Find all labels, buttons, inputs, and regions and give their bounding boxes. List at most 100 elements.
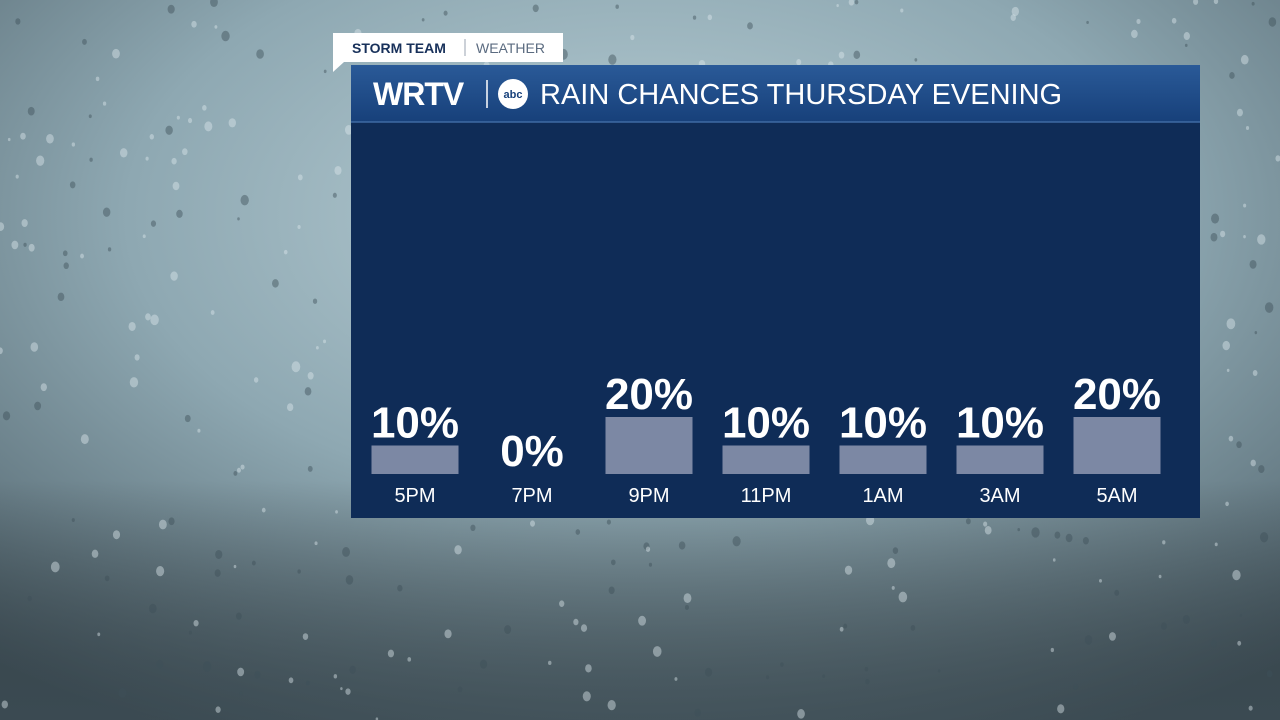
- rain-drop: [887, 558, 896, 569]
- rain-drop: [307, 372, 314, 380]
- rain-drop: [118, 687, 127, 698]
- rain-drop: [304, 387, 312, 396]
- rain-drop: [119, 148, 128, 158]
- rain-drop: [307, 465, 313, 472]
- rain-drop: [215, 549, 223, 559]
- value-label: 20%: [1073, 370, 1161, 419]
- rain-drop: [134, 354, 140, 361]
- rain-drop: [27, 595, 32, 602]
- rain-drop: [142, 234, 146, 239]
- tag-pointer: [333, 62, 344, 72]
- rain-drop: [30, 342, 39, 352]
- rain-drop: [15, 174, 19, 179]
- rain-drop: [1, 700, 8, 709]
- rain-drop: [221, 30, 230, 42]
- rain-drop: [112, 48, 120, 59]
- rain-drop: [1226, 318, 1236, 330]
- rain-drop: [315, 345, 319, 350]
- rain-drop: [1193, 0, 1199, 5]
- rain-drop: [1054, 531, 1061, 539]
- rain-drop: [345, 688, 351, 695]
- station-logo: WRTV: [373, 76, 465, 112]
- rain-drop: [470, 524, 476, 532]
- rain-drop: [648, 562, 653, 567]
- rain-drop: [1136, 18, 1141, 25]
- rain-drop: [107, 247, 112, 252]
- rain-drop: [839, 626, 844, 632]
- rain-drop: [1232, 569, 1241, 581]
- rain-drop: [165, 125, 173, 135]
- rain-drop: [479, 659, 488, 669]
- rain-drop: [683, 593, 692, 603]
- rain-drop: [797, 709, 805, 719]
- rain-drop: [150, 314, 159, 326]
- rain-drop: [984, 525, 992, 535]
- rain-drop: [1131, 29, 1138, 39]
- rain-drop: [1162, 540, 1166, 545]
- rain-drop: [233, 564, 237, 569]
- rain-drop: [937, 669, 941, 673]
- rain-drop: [652, 646, 662, 657]
- rain-drop: [80, 434, 89, 445]
- rain-drop: [397, 584, 403, 592]
- rain-drop: [387, 649, 395, 658]
- rain-drop: [240, 464, 245, 470]
- rain-drop: [11, 240, 19, 250]
- rain-drop: [21, 219, 28, 228]
- rain-drop: [69, 181, 76, 189]
- rain-drop: [184, 414, 191, 423]
- rain-drop: [530, 520, 536, 527]
- rain-drop: [256, 49, 264, 59]
- rain-drop: [611, 559, 616, 566]
- rain-drop: [312, 298, 318, 304]
- rain-drop: [421, 18, 425, 22]
- rain-drop: [582, 691, 591, 702]
- rain-drop: [678, 541, 686, 550]
- rain-drop: [95, 76, 100, 82]
- rain-drop: [102, 207, 111, 217]
- rain-drop: [532, 4, 539, 13]
- rain-drop: [261, 507, 266, 513]
- rain-drop: [97, 632, 101, 637]
- rain-drop: [297, 225, 301, 230]
- rain-drop: [1099, 578, 1102, 583]
- rain-drop: [865, 678, 870, 685]
- rain-drop: [302, 633, 309, 640]
- rain-drop: [63, 262, 69, 270]
- rain-drop: [608, 54, 617, 65]
- rain-drop: [643, 542, 650, 550]
- rain-drop: [707, 14, 713, 21]
- rain-drop: [1236, 441, 1242, 449]
- rain-drop: [149, 603, 157, 614]
- rain-drop: [333, 674, 338, 679]
- rain-drop: [62, 250, 68, 257]
- rain-drop: [1213, 0, 1219, 5]
- network-badge: [498, 79, 528, 109]
- rain-drop: [228, 118, 236, 128]
- tag-section: WEATHER: [476, 40, 545, 56]
- rain-drop: [332, 192, 337, 198]
- rain-drop: [1011, 6, 1020, 17]
- rain-drop: [71, 518, 75, 523]
- rain-drop: [1254, 331, 1258, 335]
- rain-drop: [1249, 260, 1257, 269]
- rain-drop: [1275, 155, 1280, 162]
- background-fog: [0, 480, 1280, 720]
- rain-drop: [674, 677, 678, 681]
- rain-drop: [323, 339, 327, 344]
- rain-drop: [57, 292, 65, 302]
- bar: [1073, 417, 1161, 474]
- rain-drop: [176, 209, 183, 218]
- rain-drop: [102, 101, 107, 106]
- rain-drop: [838, 51, 845, 59]
- rain-drop: [214, 25, 218, 29]
- value-label: 10%: [371, 399, 459, 448]
- value-label: 20%: [605, 370, 693, 419]
- rain-drop: [344, 124, 353, 135]
- rain-drop: [187, 117, 193, 124]
- rain-drop: [766, 675, 770, 680]
- rain-drop: [171, 157, 177, 165]
- rain-drop: [638, 615, 647, 626]
- rain-drop: [286, 403, 294, 412]
- rain-drop: [1082, 536, 1089, 545]
